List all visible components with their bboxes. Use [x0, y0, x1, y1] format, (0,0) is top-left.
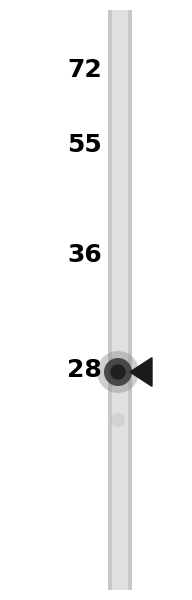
- Text: 28: 28: [67, 358, 102, 382]
- Ellipse shape: [111, 413, 125, 427]
- Bar: [108, 10, 132, 590]
- Ellipse shape: [104, 358, 132, 386]
- Text: 55: 55: [67, 133, 102, 157]
- Polygon shape: [130, 358, 152, 386]
- Text: 36: 36: [67, 243, 102, 267]
- Ellipse shape: [97, 351, 139, 393]
- Bar: [112, 10, 128, 590]
- Text: 72: 72: [67, 58, 102, 82]
- Ellipse shape: [110, 364, 126, 380]
